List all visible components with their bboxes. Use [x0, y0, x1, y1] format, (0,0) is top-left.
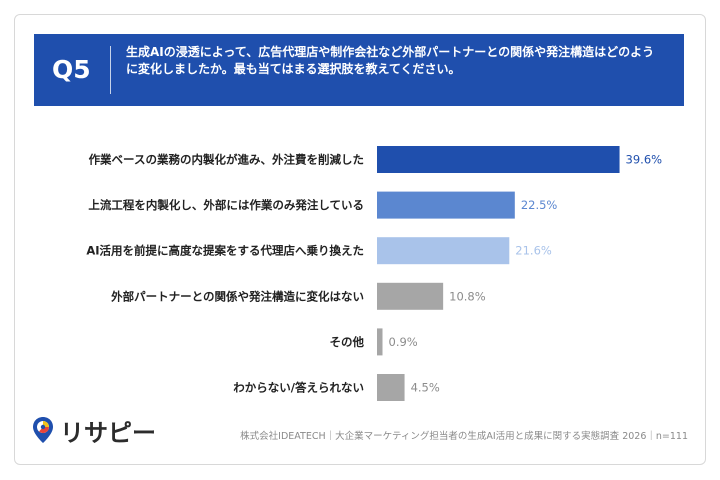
category-label: 外部パートナーとの関係や発注構造に変化はない [110, 289, 364, 303]
category-label: わからない/答えられない [233, 381, 364, 395]
brand-logo: リサピー [32, 412, 156, 448]
category-label: AI活用を前提に高度な提案をする代理店へ乗り換えた [86, 244, 364, 258]
bar [377, 282, 444, 310]
question-text: 生成AIの浸透によって、広告代理店や制作会社など外部パートナーとの関係や発注構造… [126, 45, 655, 76]
category-label: 作業ベースの業務の内製化が進み、外注費を削減した [89, 153, 364, 167]
value-label: 0.9% [389, 335, 418, 349]
value-label: 22.5% [521, 198, 558, 212]
question-header: Q5 生成AIの浸透によって、広告代理店や制作会社など外部パートナーとの関係や発… [34, 34, 684, 106]
bar [377, 237, 510, 265]
bar [377, 146, 620, 173]
location-pin-icon [33, 417, 53, 443]
category-label: 上流工程を内製化し、外部には作業のみ発注している [88, 198, 364, 212]
value-label: 21.6% [515, 244, 552, 258]
header-divider [110, 46, 111, 94]
value-label: 10.8% [449, 289, 486, 303]
category-label: その他 [330, 335, 365, 349]
bar [377, 191, 515, 219]
source-note: 株式会社IDEATECH｜大企業マーケティング担当者の生成AI活用と成果に関する… [240, 431, 688, 442]
brand-name: リサピー [60, 418, 156, 447]
bar [377, 328, 383, 356]
value-label: 39.6% [626, 153, 663, 167]
value-label: 4.5% [411, 381, 440, 395]
question-number: Q5 [52, 55, 91, 84]
bar [377, 374, 405, 401]
